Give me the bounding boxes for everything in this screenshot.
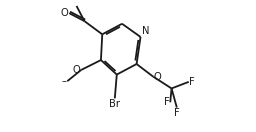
Text: F: F — [164, 97, 169, 107]
Text: –: – — [62, 76, 67, 86]
Text: F: F — [174, 108, 180, 118]
Text: O: O — [73, 65, 80, 75]
Text: F: F — [189, 77, 195, 87]
Text: Br: Br — [109, 99, 120, 109]
Text: N: N — [142, 26, 149, 36]
Text: O: O — [61, 8, 69, 18]
Text: O: O — [154, 72, 162, 82]
